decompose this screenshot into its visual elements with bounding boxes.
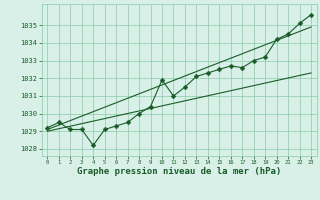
- X-axis label: Graphe pression niveau de la mer (hPa): Graphe pression niveau de la mer (hPa): [77, 167, 281, 176]
